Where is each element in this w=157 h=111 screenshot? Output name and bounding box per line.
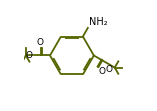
- Text: NH₂: NH₂: [89, 17, 108, 27]
- Text: O: O: [106, 65, 113, 74]
- Text: O: O: [25, 51, 32, 60]
- Text: O: O: [36, 38, 43, 47]
- Text: O: O: [98, 67, 105, 76]
